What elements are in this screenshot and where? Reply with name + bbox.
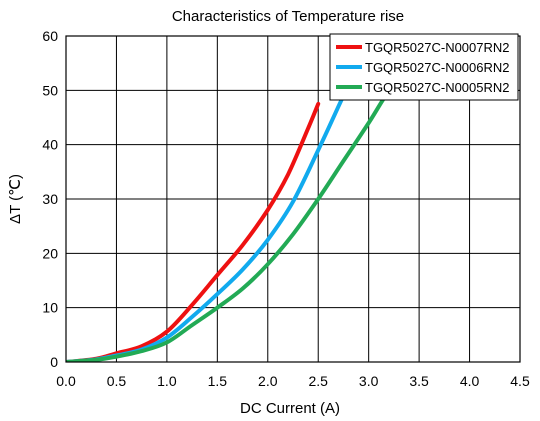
x-tick-label: 2.5 xyxy=(308,373,328,389)
legend-label-2: TGQR5027C-N0006RN2 xyxy=(365,60,510,75)
x-tick-label: 3.5 xyxy=(409,373,429,389)
legend-label-3: TGQR5027C-N0005RN2 xyxy=(365,80,510,95)
x-tick-labels: 0.0 0.5 1.0 1.5 2.0 2.5 3.0 3.5 4.0 4.5 xyxy=(56,373,530,389)
x-tick-label: 1.5 xyxy=(208,373,228,389)
series-layer xyxy=(66,82,396,362)
x-tick-label: 1.0 xyxy=(157,373,177,389)
chart-title: Characteristics of Temperature rise xyxy=(172,8,404,25)
plot-frame xyxy=(65,35,521,363)
x-tick-label: 4.5 xyxy=(510,373,530,389)
y-tick-label: 60 xyxy=(42,28,58,44)
x-tick-label: 4.0 xyxy=(460,373,480,389)
series-line-1 xyxy=(66,101,321,362)
y-tick-label: 50 xyxy=(42,82,58,98)
x-axis-label: DC Current (A) xyxy=(240,400,340,417)
y-tick-label: 20 xyxy=(42,245,58,261)
legend-label-1: TGQR5027C-N0007RN2 xyxy=(365,40,510,55)
y-axis-label: ΔT (℃) xyxy=(7,174,24,224)
x-tick-label: 2.0 xyxy=(258,373,278,389)
y-tick-label: 40 xyxy=(42,137,58,153)
y-tick-label: 30 xyxy=(42,191,58,207)
y-tick-label: 10 xyxy=(42,300,58,316)
x-tick-label: 3.0 xyxy=(359,373,379,389)
series-line-3 xyxy=(66,82,396,362)
x-tick-label: 0.0 xyxy=(56,373,76,389)
y-tick-label: 0 xyxy=(50,354,58,370)
y-tick-labels: 0 10 20 30 40 50 60 xyxy=(42,28,58,370)
x-tick-label: 0.5 xyxy=(107,373,127,389)
legend: TGQR5027C-N0007RN2 TGQR5027C-N0006RN2 TGQR… xyxy=(329,33,519,101)
